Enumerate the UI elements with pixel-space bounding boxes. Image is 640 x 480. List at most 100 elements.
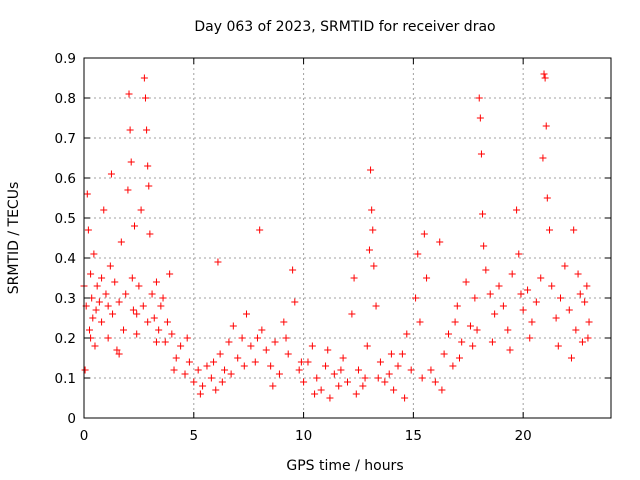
data-point bbox=[455, 354, 463, 362]
data-point bbox=[561, 262, 569, 270]
data-point bbox=[181, 370, 189, 378]
data-point bbox=[104, 302, 112, 310]
data-point bbox=[412, 294, 420, 302]
y-tick-label: 0.3 bbox=[55, 291, 76, 307]
data-point bbox=[350, 274, 358, 282]
data-point bbox=[109, 310, 117, 318]
x-tick-label: 10 bbox=[295, 428, 312, 444]
data-point bbox=[519, 306, 527, 314]
data-point bbox=[385, 370, 393, 378]
data-point bbox=[583, 282, 591, 290]
data-point bbox=[473, 326, 481, 334]
data-point bbox=[262, 346, 270, 354]
data-point bbox=[157, 302, 165, 310]
data-point bbox=[407, 366, 415, 374]
data-point bbox=[548, 282, 556, 290]
data-point bbox=[308, 342, 316, 350]
data-point bbox=[440, 350, 448, 358]
data-point bbox=[168, 330, 176, 338]
data-point bbox=[453, 302, 461, 310]
y-tick-label: 0.6 bbox=[55, 171, 76, 187]
data-point bbox=[159, 294, 167, 302]
data-point bbox=[344, 378, 351, 386]
data-point bbox=[234, 354, 242, 362]
data-point bbox=[89, 314, 97, 322]
data-point bbox=[423, 274, 431, 282]
data-point bbox=[150, 314, 158, 322]
y-tick-label: 0.4 bbox=[55, 251, 76, 267]
data-point bbox=[508, 270, 516, 278]
data-point bbox=[506, 346, 514, 354]
data-point bbox=[144, 318, 152, 326]
data-point bbox=[311, 390, 319, 398]
data-point bbox=[106, 262, 114, 270]
data-point bbox=[84, 226, 92, 234]
data-point bbox=[431, 378, 439, 386]
data-point bbox=[267, 362, 275, 370]
data-point bbox=[207, 374, 215, 382]
data-point bbox=[313, 374, 321, 382]
data-point bbox=[183, 334, 191, 342]
data-point bbox=[100, 206, 108, 214]
x-tick-label: 5 bbox=[189, 428, 198, 444]
data-point bbox=[148, 290, 156, 298]
data-point bbox=[469, 342, 477, 350]
data-point bbox=[486, 290, 494, 298]
data-point bbox=[199, 382, 207, 390]
data-point bbox=[363, 342, 371, 350]
data-point bbox=[93, 282, 101, 290]
data-point bbox=[87, 270, 95, 278]
data-point bbox=[576, 290, 584, 298]
data-point bbox=[145, 182, 153, 190]
chart-title: Day 063 of 2023, SRMTID for receiver dra… bbox=[194, 19, 495, 35]
data-point bbox=[451, 318, 459, 326]
data-point bbox=[540, 70, 548, 78]
data-point bbox=[269, 382, 277, 390]
data-point bbox=[466, 322, 474, 330]
x-tick-label: 0 bbox=[80, 428, 89, 444]
data-point bbox=[95, 298, 103, 306]
data-point bbox=[584, 334, 592, 342]
data-point bbox=[359, 382, 367, 390]
y-tick-label: 0.8 bbox=[55, 91, 76, 107]
data-point bbox=[552, 314, 560, 322]
data-point bbox=[146, 230, 154, 238]
data-point bbox=[98, 318, 106, 326]
data-point bbox=[387, 350, 395, 358]
data-point bbox=[203, 362, 211, 370]
data-point bbox=[517, 290, 525, 298]
data-point bbox=[381, 378, 389, 386]
data-point bbox=[240, 362, 248, 370]
data-point bbox=[567, 354, 575, 362]
data-point bbox=[289, 266, 297, 274]
data-point bbox=[376, 358, 384, 366]
data-point bbox=[177, 342, 185, 350]
grid-lines bbox=[84, 58, 611, 418]
data-point bbox=[554, 342, 562, 350]
data-point bbox=[225, 338, 233, 346]
data-point bbox=[372, 302, 380, 310]
data-point bbox=[256, 226, 264, 234]
data-point bbox=[565, 306, 573, 314]
data-point bbox=[258, 326, 266, 334]
data-point bbox=[337, 366, 345, 374]
data-point bbox=[253, 334, 261, 342]
data-point bbox=[427, 366, 435, 374]
data-point bbox=[120, 326, 128, 334]
data-point bbox=[546, 226, 554, 234]
data-point bbox=[125, 90, 133, 98]
data-point bbox=[115, 298, 123, 306]
y-tick-label: 0.7 bbox=[55, 131, 76, 147]
data-point bbox=[139, 302, 147, 310]
data-point bbox=[137, 206, 145, 214]
data-point bbox=[135, 282, 143, 290]
data-point bbox=[83, 190, 91, 198]
data-point bbox=[212, 386, 220, 394]
data-point bbox=[85, 326, 93, 334]
data-point bbox=[304, 358, 312, 366]
data-point bbox=[394, 362, 402, 370]
data-point bbox=[218, 378, 226, 386]
data-point bbox=[247, 342, 255, 350]
ticks bbox=[83, 57, 611, 419]
data-point bbox=[102, 290, 110, 298]
